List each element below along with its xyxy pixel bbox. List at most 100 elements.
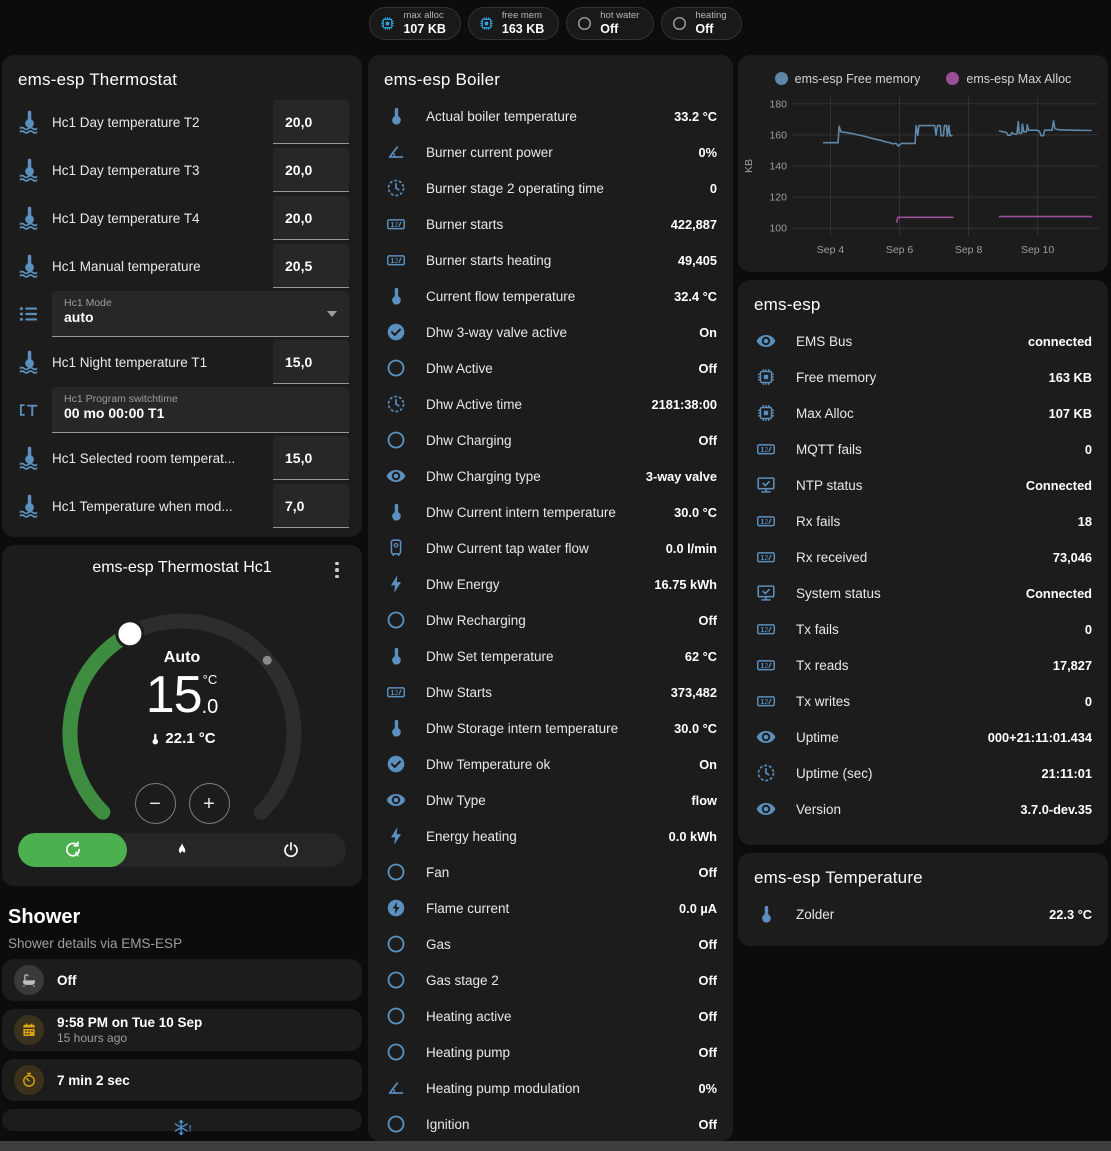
decrease-temperature-button[interactable]: −	[134, 783, 176, 824]
hvac-mode-flame-button[interactable]	[127, 833, 236, 867]
sensor-row[interactable]: 1 2 Rx received 73,046	[738, 539, 1108, 575]
sensor-row[interactable]: Energy heating 0.0 kWh	[368, 818, 733, 854]
sensor-row[interactable]: Burner current power 0%	[368, 134, 733, 170]
sensor-row[interactable]: Heating active Off	[368, 998, 733, 1034]
status-badge-free-mem[interactable]: free mem 163 KB	[467, 7, 560, 40]
sensor-row[interactable]: Burner stage 2 operating time 0	[368, 170, 733, 206]
sensor-row[interactable]: Uptime 000+21:11:01.434	[738, 719, 1108, 755]
legend-item[interactable]: ems-esp Max Alloc	[946, 68, 1071, 89]
sensor-row[interactable]: Heating pump Off	[368, 1034, 733, 1070]
sensor-row[interactable]: Dhw Set temperature 62 °C	[368, 638, 733, 674]
sensor-row[interactable]: Dhw Storage intern temperature 30.0 °C	[368, 710, 733, 746]
sensor-value: Off	[698, 360, 717, 376]
number-input[interactable]: 15,0	[273, 340, 349, 384]
shower-item-snowflake[interactable]: !	[2, 1109, 362, 1136]
sensor-row[interactable]: 1 2 Tx writes 0	[738, 683, 1108, 719]
text-input[interactable]: Hc1 Program switchtime 00 mo 00:00 T1	[52, 387, 349, 433]
sensor-row[interactable]: 1 2 Burner starts heating 49,405	[368, 242, 733, 278]
shower-item-bathtub[interactable]: Off	[2, 959, 362, 1001]
waterboiler-icon	[390, 539, 402, 556]
hvac-mode-auto-button[interactable]: A	[18, 833, 128, 867]
sensor-row[interactable]: Dhw Charging Off	[368, 422, 733, 458]
number-row[interactable]: Hc1 Day temperature T3 20,0	[2, 146, 362, 194]
sensor-row[interactable]: Dhw Energy 16.75 kWh	[368, 566, 733, 602]
sensor-row[interactable]: Ignition Off	[368, 1106, 733, 1141]
sensor-label: Fan	[426, 864, 450, 880]
sensor-value: Off	[698, 432, 717, 448]
sensor-row[interactable]: Dhw Charging type 3-way valve	[368, 458, 733, 494]
sensor-row[interactable]: Flame current 0.0 µA	[368, 890, 733, 926]
sensor-row[interactable]: Heating pump modulation 0%	[368, 1070, 733, 1106]
increase-temperature-button[interactable]: +	[188, 783, 230, 824]
monitor-icon	[757, 477, 775, 493]
check-circle-icon	[387, 755, 405, 773]
sensor-row[interactable]: Gas stage 2 Off	[368, 962, 733, 998]
number-input[interactable]: 20,0	[273, 100, 349, 144]
sensor-value: 000+21:11:01.434	[987, 729, 1092, 745]
sensor-label: Dhw 3-way valve active	[426, 324, 568, 340]
number-row[interactable]: Hc1 Temperature when mod... 7,0	[2, 482, 362, 530]
dial-readout: Auto 15 °C .0 22.1 °C	[2, 649, 362, 747]
number-input[interactable]: 7,0	[273, 484, 349, 528]
memory-chart[interactable]: 100 120 140 160 180 Sep 4 Sep 6 Sep 8 Sep 10 KB	[738, 89, 1108, 269]
sensor-label: Actual boiler temperature	[426, 108, 577, 124]
select-row[interactable]: Hc1 Mode auto	[2, 290, 362, 338]
sensor-row[interactable]: Dhw Current tap water flow 0.0 l/min	[368, 530, 733, 566]
shower-item-timer[interactable]: 7 min 2 sec	[2, 1059, 362, 1101]
number-row[interactable]: Hc1 Day temperature T2 20,0	[2, 98, 362, 146]
number-input[interactable]: 20,0	[273, 148, 349, 192]
status-badge-heating[interactable]: heating Off	[661, 7, 742, 40]
sensor-row[interactable]: 1 2 Rx fails 18	[738, 503, 1108, 539]
sensor-row[interactable]: Max Alloc 107 KB	[738, 395, 1108, 431]
shower-item-calendar[interactable]: 9:58 PM on Tue 10 Sep 15 hours ago	[2, 1009, 362, 1051]
monitor-icon	[757, 585, 775, 601]
sensor-row[interactable]: Dhw Recharging Off	[368, 602, 733, 638]
sensor-row[interactable]: EMS Bus connected	[738, 323, 1108, 359]
emsesp-card-title: ems-esp	[754, 295, 821, 314]
sensor-row[interactable]: Dhw Current intern temperature 30.0 °C	[368, 494, 733, 530]
status-badge-max-alloc[interactable]: max alloc 107 KB	[369, 7, 461, 40]
number-row[interactable]: Hc1 Manual temperature 20,5	[2, 242, 362, 290]
sensor-label: Burner stage 2 operating time	[426, 180, 604, 196]
more-options-icon[interactable]	[326, 559, 348, 581]
item-secondary: 15 hours ago	[57, 1031, 128, 1045]
sensor-row[interactable]: Gas Off	[368, 926, 733, 962]
sensor-row[interactable]: Dhw 3-way valve active On	[368, 314, 733, 350]
sensor-row[interactable]: Zolder 22.3 °C	[738, 896, 1108, 932]
sensor-row[interactable]: Current flow temperature 32.4 °C	[368, 278, 733, 314]
bottom-scrollbar[interactable]	[0, 1141, 1111, 1151]
legend-item[interactable]: ems-esp Free memory	[774, 68, 920, 89]
number-input[interactable]: 15,0	[273, 436, 349, 480]
mode-select[interactable]: Hc1 Mode auto	[52, 291, 349, 337]
sensor-row[interactable]: 1 2 Burner starts 422,887	[368, 206, 733, 242]
sensor-row[interactable]: Dhw Active time 2181:38:00	[368, 386, 733, 422]
sensor-row[interactable]: Fan Off	[368, 854, 733, 890]
dial-handle[interactable]	[115, 619, 145, 649]
thermometer-icon	[392, 719, 401, 737]
sensor-row[interactable]: Dhw Active Off	[368, 350, 733, 386]
number-input[interactable]: 20,5	[273, 244, 349, 288]
sensor-row[interactable]: NTP status Connected	[738, 467, 1108, 503]
sensor-label: Gas	[426, 936, 451, 952]
sensor-row[interactable]: Actual boiler temperature 33.2 °C	[368, 98, 733, 134]
number-row[interactable]: Hc1 Day temperature T4 20,0	[2, 194, 362, 242]
sensor-row[interactable]: Uptime (sec) 21:11:01	[738, 755, 1108, 791]
sensor-row[interactable]: Dhw Type flow	[368, 782, 733, 818]
sensor-row[interactable]: 1 2 MQTT fails 0	[738, 431, 1108, 467]
sensor-row[interactable]: 1 2 Tx fails 0	[738, 611, 1108, 647]
sensor-row[interactable]: 1 2 Tx reads 17,827	[738, 647, 1108, 683]
sensor-row[interactable]: 1 2 Dhw Starts 373,482	[368, 674, 733, 710]
dial-arc[interactable]	[10, 583, 354, 833]
sensor-row[interactable]: System status Connected	[738, 575, 1108, 611]
sensor-row[interactable]: Dhw Temperature ok On	[368, 746, 733, 782]
number-input[interactable]: 20,0	[273, 196, 349, 240]
number-row[interactable]: Hc1 Selected room temperat... 15,0	[2, 434, 362, 482]
number-row[interactable]: Hc1 Night temperature T1 15,0	[2, 338, 362, 386]
status-badge-hot-water[interactable]: hot water Off	[566, 7, 655, 40]
sensor-row[interactable]: Version 3.7.0-dev.35	[738, 791, 1108, 827]
hvac-mode-power-button[interactable]	[237, 833, 346, 867]
text-row[interactable]: Hc1 Program switchtime 00 mo 00:00 T1	[2, 386, 362, 434]
sensor-row[interactable]: Free memory 163 KB	[738, 359, 1108, 395]
